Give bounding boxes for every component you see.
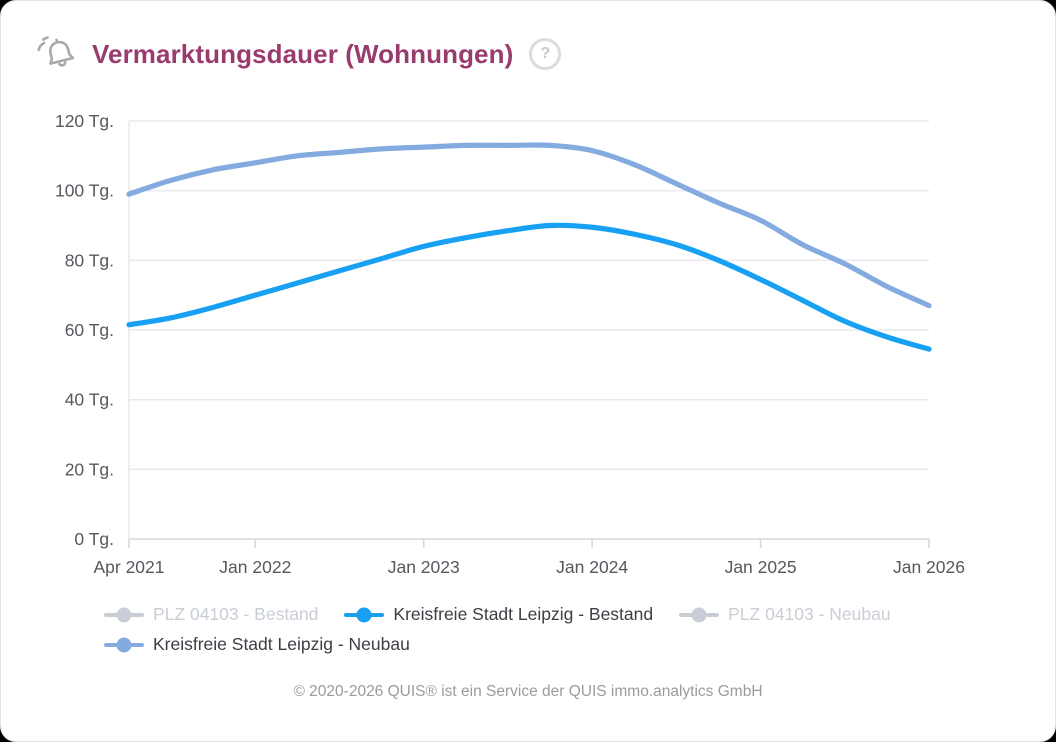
legend-label: PLZ 04103 - Neubau: [728, 604, 891, 624]
legend-marker-icon: [104, 607, 144, 622]
page-title: Vermarktungsdauer (Wohnungen): [92, 38, 514, 69]
legend-item-plz04103-neubau[interactable]: PLZ 04103 - Neubau: [679, 604, 891, 625]
legend-item-leipzig-bestand[interactable]: Kreisfreie Stadt Leipzig - Bestand: [344, 604, 653, 625]
x-tick-label: Jan 2026: [893, 557, 965, 577]
legend-item-plz04103-bestand[interactable]: PLZ 04103 - Bestand: [104, 604, 318, 625]
y-tick-label: 20 Tg.: [65, 459, 114, 479]
legend-label: PLZ 04103 - Bestand: [153, 604, 319, 624]
legend-label: Kreisfreie Stadt Leipzig - Neubau: [153, 634, 410, 654]
x-tick-label: Jan 2025: [725, 557, 797, 577]
x-tick-label: Jan 2022: [219, 557, 291, 577]
y-tick-label: 120 Tg.: [55, 111, 114, 131]
legend-marker-icon: [104, 637, 144, 652]
y-tick-label: 100 Tg.: [55, 181, 114, 201]
legend-item-leipzig-neubau[interactable]: Kreisfreie Stadt Leipzig - Neubau: [104, 634, 410, 655]
notification-bell-icon[interactable]: [34, 34, 78, 74]
help-icon[interactable]: ?: [529, 38, 562, 70]
y-tick-label: 40 Tg.: [65, 390, 114, 410]
card-header: Vermarktungsdauer (Wohnungen) ?: [34, 34, 562, 74]
y-tick-label: 60 Tg.: [65, 320, 114, 340]
x-tick-label: Jan 2023: [388, 557, 460, 577]
copyright-footer: © 2020-2026 QUIS® ist ein Service der QU…: [293, 683, 763, 700]
legend-marker-icon: [679, 607, 720, 622]
x-tick-label: Jan 2024: [556, 557, 628, 577]
series-line-kreisfreie-stadt-leipzig-neubau: [126, 142, 932, 309]
legend-marker-icon: [344, 607, 385, 622]
y-tick-label: 80 Tg.: [65, 250, 114, 270]
y-tick-label: 0 Tg.: [74, 529, 114, 549]
chart-legend: PLZ 04103 - Bestand Kreisfreie Stadt Lei…: [104, 604, 964, 655]
series-line-kreisfreie-stadt-leipzig-bestand: [126, 222, 932, 352]
x-tick-label: Apr 2021: [93, 557, 164, 577]
legend-label: Kreisfreie Stadt Leipzig - Bestand: [393, 604, 654, 624]
